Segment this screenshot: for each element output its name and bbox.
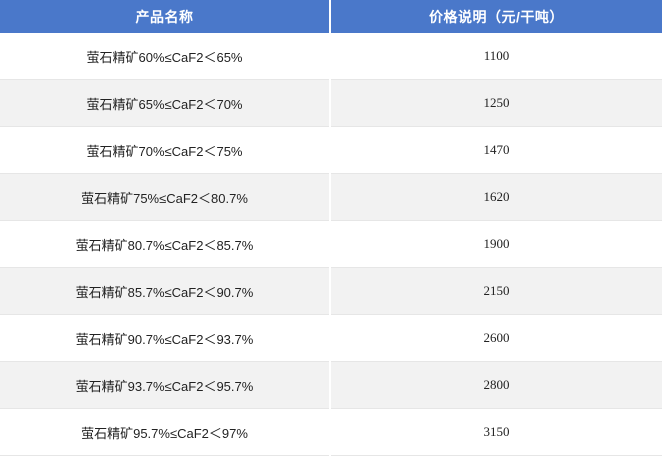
table-row: 萤石精矿95.7%≤CaF2＜97% 3150 bbox=[0, 408, 662, 456]
table-row: 萤石精矿65%≤CaF2＜70% 1250 bbox=[0, 79, 662, 127]
table-row: 萤石精矿85.7%≤CaF2＜90.7% 2150 bbox=[0, 267, 662, 315]
column-header-price-description: 价格说明（元/干吨） bbox=[330, 0, 662, 33]
cell-price: 1100 bbox=[330, 33, 662, 80]
column-header-product-name: 产品名称 bbox=[0, 0, 331, 33]
cell-price: 1620 bbox=[330, 173, 662, 221]
table-row: 萤石精矿60%≤CaF2＜65% 1100 bbox=[0, 33, 662, 80]
cell-price: 2800 bbox=[330, 361, 662, 409]
cell-product-name: 萤石精矿90.7%≤CaF2＜93.7% bbox=[0, 314, 331, 362]
cell-product-name: 萤石精矿85.7%≤CaF2＜90.7% bbox=[0, 267, 331, 315]
cell-product-name: 萤石精矿95.7%≤CaF2＜97% bbox=[0, 408, 331, 456]
cell-price: 1250 bbox=[330, 79, 662, 127]
table-row: 萤石精矿70%≤CaF2＜75% 1470 bbox=[0, 126, 662, 174]
cell-product-name: 萤石精矿75%≤CaF2＜80.7% bbox=[0, 173, 331, 221]
table-header-row: 产品名称 价格说明（元/干吨） bbox=[0, 0, 662, 33]
table-row: 萤石精矿75%≤CaF2＜80.7% 1620 bbox=[0, 173, 662, 221]
table-header: 产品名称 价格说明（元/干吨） bbox=[0, 0, 662, 33]
table-row: 萤石精矿93.7%≤CaF2＜95.7% 2800 bbox=[0, 361, 662, 409]
cell-product-name: 萤石精矿93.7%≤CaF2＜95.7% bbox=[0, 361, 331, 409]
cell-product-name: 萤石精矿80.7%≤CaF2＜85.7% bbox=[0, 220, 331, 268]
table-row: 萤石精矿90.7%≤CaF2＜93.7% 2600 bbox=[0, 314, 662, 362]
cell-product-name: 萤石精矿60%≤CaF2＜65% bbox=[0, 33, 331, 80]
cell-price: 2150 bbox=[330, 267, 662, 315]
cell-price: 2600 bbox=[330, 314, 662, 362]
table-body: 萤石精矿60%≤CaF2＜65% 1100 萤石精矿65%≤CaF2＜70% 1250… bbox=[0, 33, 662, 456]
cell-price: 1470 bbox=[330, 126, 662, 174]
cell-product-name: 萤石精矿65%≤CaF2＜70% bbox=[0, 79, 331, 127]
table-row: 萤石精矿80.7%≤CaF2＜85.7% 1900 bbox=[0, 220, 662, 268]
cell-product-name: 萤石精矿70%≤CaF2＜75% bbox=[0, 126, 331, 174]
cell-price: 3150 bbox=[330, 408, 662, 456]
cell-price: 1900 bbox=[330, 220, 662, 268]
